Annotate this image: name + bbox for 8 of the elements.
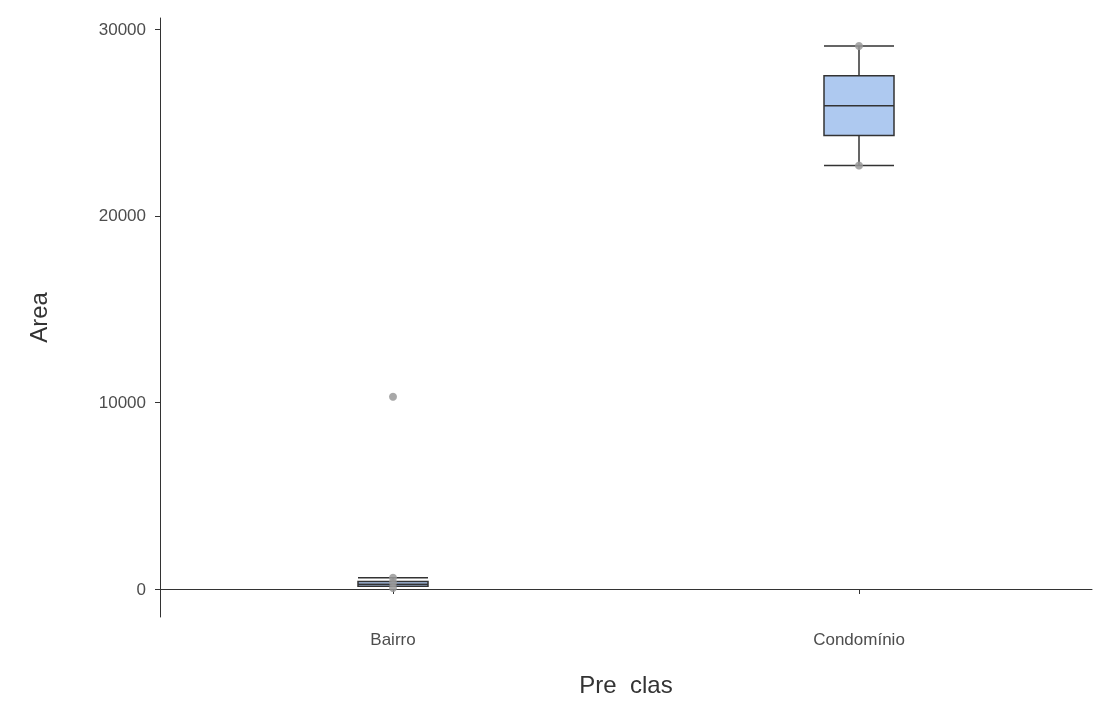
y-tick-label: 20000 <box>98 206 146 226</box>
x-tick-label: Condomínio <box>813 630 905 649</box>
x-axis-title: Pre clas <box>579 670 673 698</box>
y-tick-label: 0 <box>136 579 146 599</box>
y-tick-label: 10000 <box>98 392 146 412</box>
y-tick-label: 30000 <box>98 19 146 39</box>
y-axis-title: Area <box>24 291 52 343</box>
x-tick-label: Bairro <box>370 630 416 649</box>
